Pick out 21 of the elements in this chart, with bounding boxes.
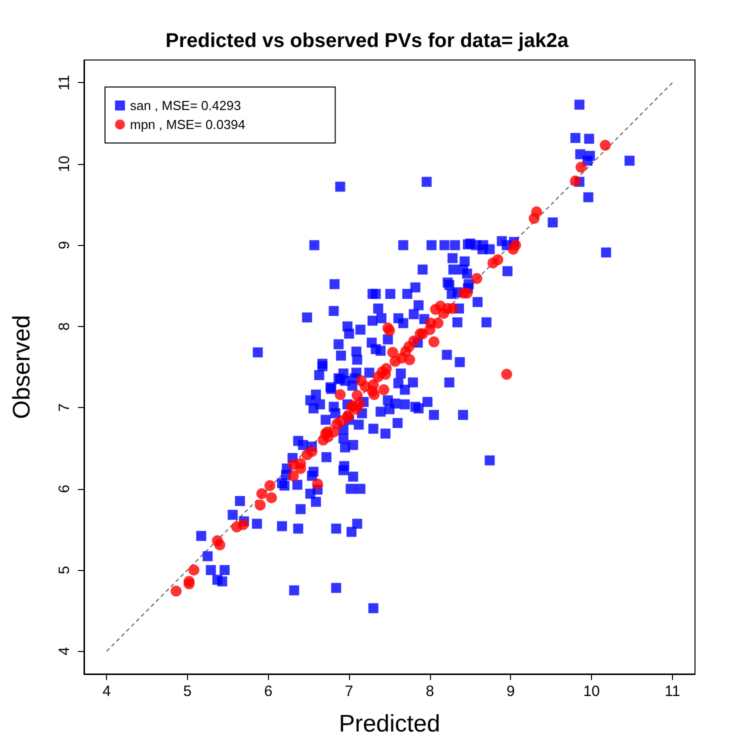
- chart-title: Predicted vs observed PVs for data= jak2a: [166, 30, 570, 52]
- y-tick-label: 10: [56, 156, 73, 172]
- y-tick-label: 5: [56, 566, 73, 574]
- y-axis-title: Observed: [8, 314, 36, 420]
- y-tick-label: 6: [56, 484, 73, 493]
- x-tick-label: 8: [426, 683, 434, 700]
- x-tick-label: 9: [506, 683, 515, 700]
- x-tick-label: 6: [264, 683, 272, 700]
- y-tick-label: 9: [56, 241, 73, 250]
- y-tick-label: 7: [56, 403, 73, 412]
- x-tick-label: 5: [183, 683, 192, 700]
- legend-label: mpn , MSE= 0.0394: [130, 117, 246, 132]
- x-tick-label: 11: [664, 683, 680, 700]
- legend-label: san , MSE= 0.4293: [130, 98, 241, 113]
- x-axis-title: Predicted: [338, 710, 440, 738]
- x-tick-label: 4: [102, 683, 111, 700]
- x-tick-label: 7: [344, 683, 354, 700]
- y-tick-label: 8: [56, 322, 73, 331]
- x-tick-label: 10: [583, 683, 600, 700]
- y-tick-label: 11: [56, 74, 73, 91]
- y-tick-label: 4: [56, 647, 73, 656]
